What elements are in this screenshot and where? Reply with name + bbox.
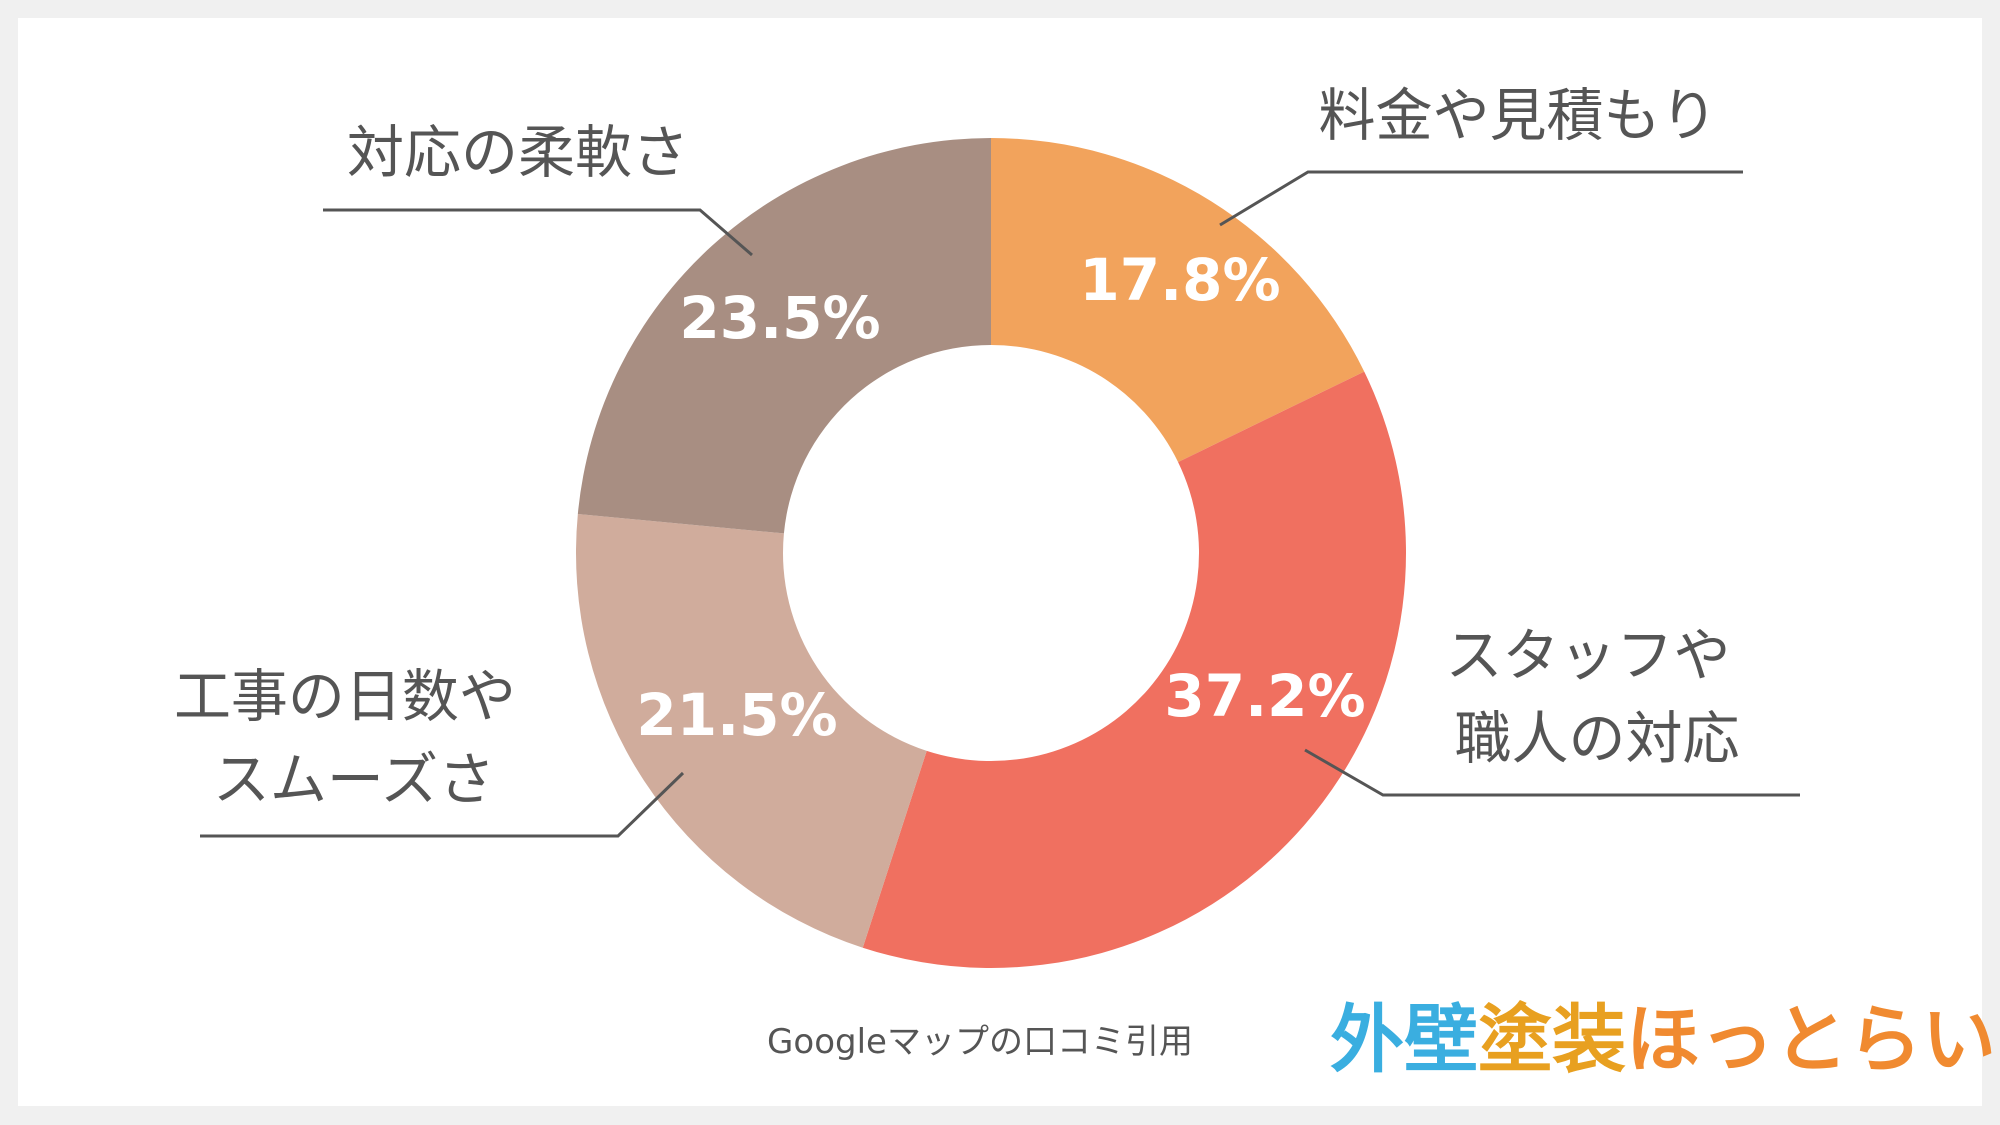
category-label-3: 対応の柔軟さ [347, 120, 689, 186]
value-label-0: 17.8% [1079, 246, 1280, 314]
category-label-2: 工事の日数や スムーズさ [174, 664, 534, 813]
leader-line-2 [200, 771, 685, 838]
leader-line-3 [323, 208, 753, 257]
donut-slice-1 [862, 371, 1407, 969]
category-label-0: 料金や見積もり [1319, 83, 1718, 149]
category-label-3-line: 対応の柔軟さ [347, 120, 689, 186]
category-label-2-line-1: 工事の日数や [174, 664, 516, 730]
donut-slice-3 [577, 138, 991, 534]
donut-slice-0 [991, 138, 1365, 463]
category-label-1-line-1: スタッフや [1445, 623, 1730, 689]
leader-line-1 [1304, 748, 1800, 797]
logo-part-2: 塗装 [1478, 997, 1626, 1083]
category-label-1-line-2: 職人の対応 [1455, 706, 1740, 772]
source-caption: Googleマップの口コミ引用 [767, 1022, 1193, 1062]
logo-part-3: ほっとらいん [1626, 997, 2000, 1083]
brand-logo: 外壁塗装ほっとらいん [1330, 997, 2000, 1083]
donut-slice-2 [576, 513, 927, 948]
category-label-1: スタッフや 職人の対応 [1445, 623, 1748, 772]
slice-group [576, 138, 1407, 969]
value-label-3: 23.5% [679, 284, 880, 352]
category-label-2-line-2: スムーズさ [213, 747, 495, 813]
leader-line-0 [1219, 170, 1743, 227]
category-label-0-line: 料金や見積もり [1319, 83, 1718, 149]
value-label-2: 21.5% [636, 681, 837, 749]
logo-part-1: 外壁 [1330, 997, 1478, 1083]
value-label-1: 37.2% [1164, 662, 1365, 730]
